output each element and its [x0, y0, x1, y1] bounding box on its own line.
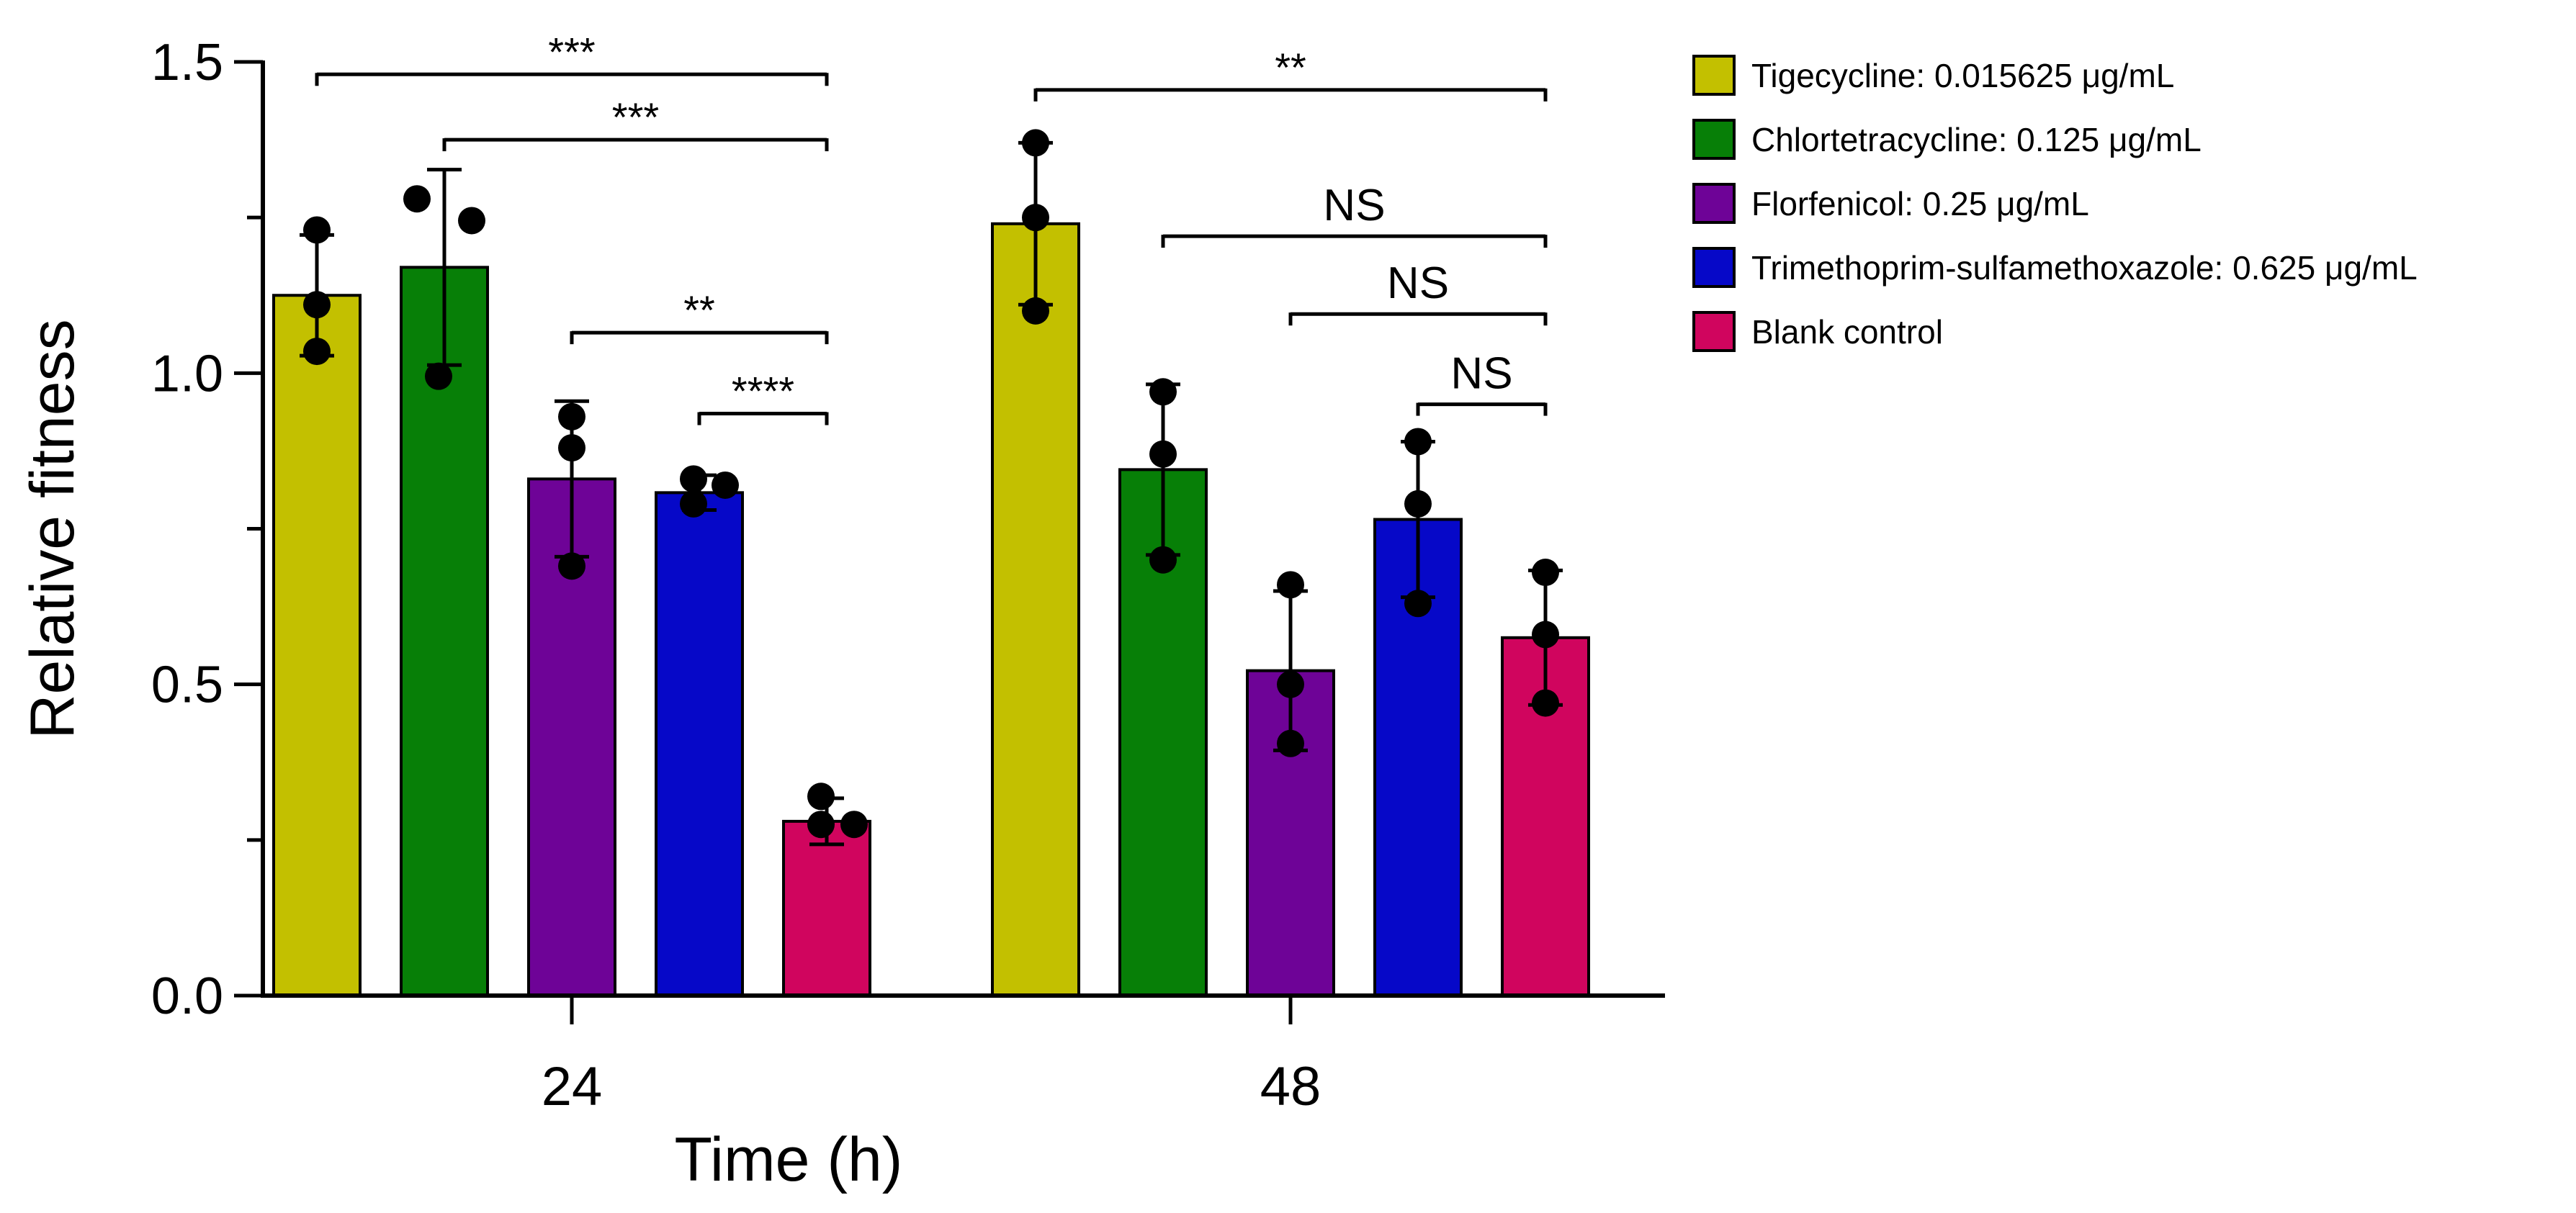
data-point [1404, 590, 1432, 618]
significance-label: ** [683, 287, 715, 333]
data-point [425, 362, 452, 390]
data-point [303, 216, 331, 244]
bar [782, 819, 871, 997]
data-point [558, 552, 585, 580]
data-point [303, 338, 331, 366]
y-axis-label: Relative fitness [18, 319, 87, 739]
legend: Tigecycline: 0.015625 μg/mL Chlortetracy… [1692, 54, 2564, 374]
bar [991, 222, 1080, 997]
significance-bracket: *** [442, 94, 829, 152]
y-tick-label: 1.5 [151, 34, 223, 91]
data-point [680, 465, 707, 493]
legend-item: Florfenicol: 0.25 μg/mL [1692, 182, 2564, 225]
significance-bracket: **** [697, 369, 829, 425]
legend-item: Tigecycline: 0.015625 μg/mL [1692, 54, 2564, 96]
significance-label: *** [548, 29, 595, 74]
legend-item: Trimethoprim-sulfamethoxazole: 0.625 μg/… [1692, 246, 2564, 289]
data-point [1277, 729, 1304, 757]
data-point [1149, 546, 1177, 574]
data-point [1532, 621, 1559, 649]
data-point [403, 185, 431, 213]
x-tick-label: 24 [542, 1056, 603, 1117]
y-tick-label: 1.0 [151, 345, 223, 402]
legend-item: Blank control [1692, 310, 2564, 353]
legend-item: Chlortetracycline: 0.125 μg/mL [1692, 118, 2564, 161]
significance-label: NS [1450, 349, 1512, 399]
data-point [807, 811, 835, 839]
significance-bracket: ** [1033, 45, 1548, 102]
data-point [1532, 559, 1559, 587]
significance-bracket: NS [1416, 349, 1548, 416]
legend-label: Chlortetracycline: 0.125 μg/mL [1751, 120, 2202, 158]
bar [272, 294, 362, 997]
data-point [1532, 689, 1559, 717]
data-point [558, 434, 585, 462]
data-point [1277, 670, 1304, 698]
significance-bracket: NS [1288, 258, 1548, 326]
data-point [1149, 378, 1177, 406]
significance-bracket: *** [315, 29, 829, 86]
significance-bracket: NS [1161, 181, 1548, 248]
data-point [1404, 490, 1432, 518]
legend-swatch [1692, 311, 1736, 352]
significance-label: NS [1323, 181, 1385, 230]
data-point [680, 490, 707, 518]
legend-label: Florfenicol: 0.25 μg/mL [1751, 184, 2089, 222]
data-point [712, 471, 739, 499]
data-point [1277, 571, 1304, 599]
legend-swatch [1692, 247, 1736, 288]
significance-bracket: ** [570, 287, 829, 345]
legend-swatch [1692, 119, 1736, 160]
data-point [1149, 440, 1177, 468]
data-point [558, 402, 585, 430]
data-point [458, 207, 485, 235]
legend-swatch [1692, 183, 1736, 224]
legend-swatch [1692, 55, 1736, 96]
significance-label: **** [732, 369, 794, 414]
significance-label: NS [1387, 258, 1449, 308]
data-point [840, 811, 868, 839]
x-axis-label: Time (h) [675, 1125, 903, 1194]
y-tick-label: 0.0 [151, 968, 223, 1025]
data-point [303, 291, 331, 319]
data-point [1022, 129, 1049, 157]
legend-label: Tigecycline: 0.015625 μg/mL [1751, 56, 2175, 94]
significance-label: ** [1275, 45, 1306, 90]
bar [655, 491, 744, 997]
data-point [1404, 428, 1432, 456]
legend-label: Trimethoprim-sulfamethoxazole: 0.625 μg/… [1751, 248, 2418, 287]
y-tick-label: 0.5 [151, 657, 223, 714]
data-point [1022, 297, 1049, 325]
data-point [1022, 204, 1049, 232]
data-point [807, 783, 835, 811]
chart-svg: 0.0 0.5 1.0 1.5 24 48 Time (h) Relative fitness… [18, 29, 1665, 1194]
significance-label: *** [612, 94, 659, 140]
legend-label: Blank control [1751, 312, 1943, 351]
x-tick-label: 48 [1260, 1056, 1321, 1117]
